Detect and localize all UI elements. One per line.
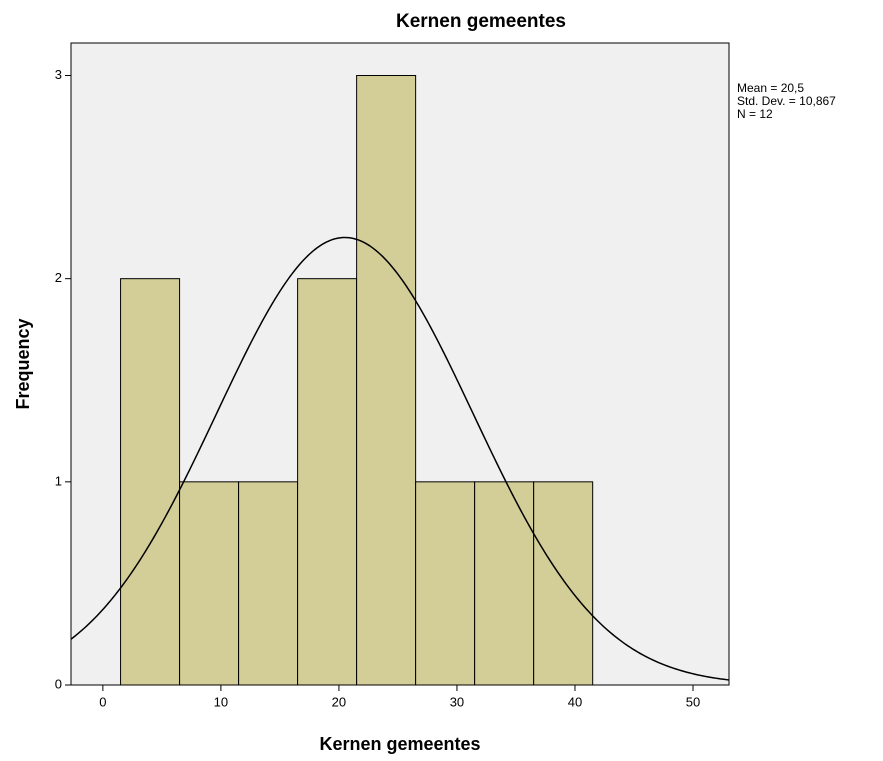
bar [356,75,417,686]
bar [238,481,299,686]
bar [179,481,240,686]
normal-curve [71,236,729,681]
y-axis-label: Frequency [13,318,33,409]
bar [415,481,476,686]
stat-note: N = 12 [737,107,773,121]
bar [120,278,181,686]
x-tick-label: 10 [214,694,228,709]
y-tick-label: 2 [55,270,62,285]
y-tick-label: 1 [55,473,62,488]
bar [474,481,535,686]
x-tick-label: 0 [99,694,106,709]
stat-note: Mean = 20,5 [737,81,804,95]
x-tick-label: 30 [450,694,464,709]
x-axis-label: Kernen gemeentes [319,734,480,754]
y-tick-label: 3 [55,67,62,82]
bar [533,481,594,686]
x-tick-label: 50 [686,694,700,709]
x-tick-label: 20 [332,694,346,709]
stat-note: Std. Dev. = 10,867 [737,94,836,108]
chart-title: Kernen gemeentes [396,11,566,32]
bar [297,278,358,686]
y-tick-label: 0 [55,676,62,691]
x-tick-label: 40 [568,694,582,709]
